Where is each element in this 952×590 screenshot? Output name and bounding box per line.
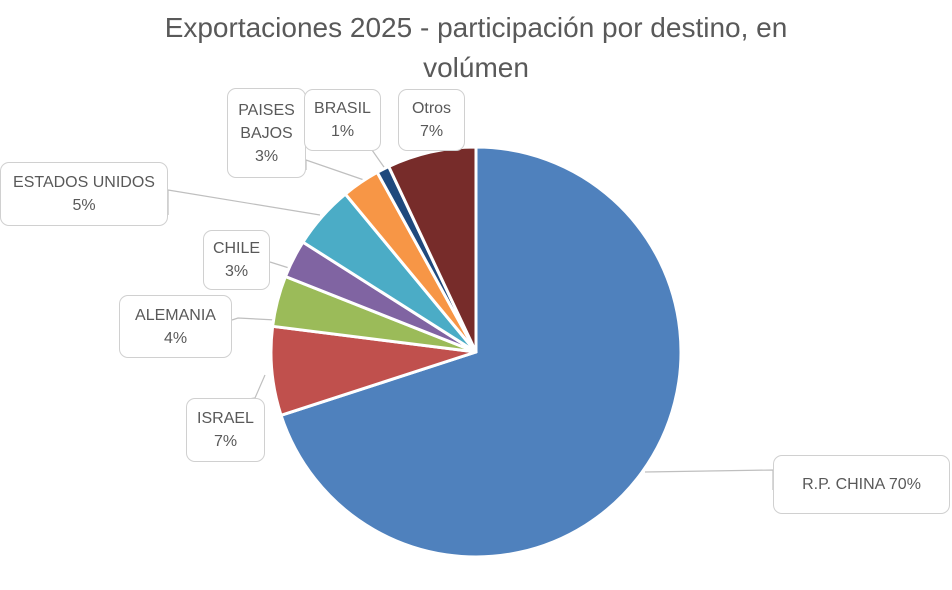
data-label-category: BRASIL bbox=[314, 100, 371, 117]
leader-line bbox=[167, 189, 321, 216]
pie-slice-otros[interactable] bbox=[387, 145, 478, 354]
data-label: PAISES BAJOS 3% bbox=[227, 88, 306, 178]
data-label-value: 4% bbox=[163, 329, 188, 347]
data-label: CHILE 3% bbox=[203, 230, 270, 290]
data-label-category: CHILE bbox=[212, 240, 261, 257]
chart-title: Exportaciones 2025 - participación por d… bbox=[164, 12, 788, 83]
data-label-value: 3% bbox=[254, 147, 279, 165]
data-label-value: 3% bbox=[224, 263, 249, 280]
leader-line bbox=[644, 469, 774, 490]
leader-line bbox=[231, 317, 277, 321]
data-label-value: 7% bbox=[419, 123, 444, 140]
pie-slice-r-p-china[interactable] bbox=[279, 145, 683, 559]
data-label-value: 5% bbox=[72, 197, 96, 214]
leader-line bbox=[269, 261, 290, 269]
leader-line bbox=[371, 149, 387, 171]
data-label: BRASIL 1% bbox=[304, 89, 381, 151]
data-label: ISRAEL 7% bbox=[186, 398, 265, 462]
data-label-value: 7% bbox=[213, 433, 238, 450]
data-label-value: 1% bbox=[330, 123, 355, 140]
leader-line bbox=[305, 159, 365, 181]
data-label: ESTADOS UNIDOS 5% bbox=[0, 162, 168, 226]
data-label: R.P. CHINA 70% bbox=[773, 455, 950, 514]
data-label-category: R.P. CHINA 70% bbox=[802, 476, 921, 493]
leader-line bbox=[241, 374, 266, 401]
data-label-category: ISRAEL bbox=[197, 410, 254, 427]
data-label: ALEMANIA 4% bbox=[119, 295, 232, 358]
data-label-category: ALEMANIA bbox=[135, 306, 216, 324]
data-label: Otros 7% bbox=[398, 89, 465, 151]
data-label-category: Otros bbox=[411, 100, 452, 117]
data-label-category: ESTADOS UNIDOS bbox=[13, 174, 155, 191]
data-label-category: PAISES BAJOS bbox=[238, 101, 295, 142]
